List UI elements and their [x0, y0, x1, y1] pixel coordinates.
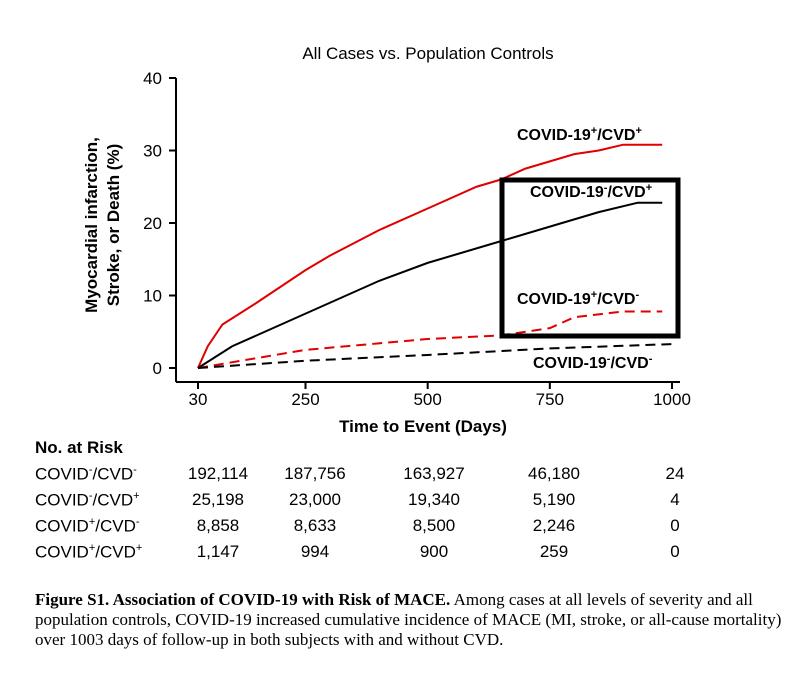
series-label: COVID-19+/CVD+ — [517, 125, 642, 144]
x-tick-label: 30 — [189, 390, 208, 409]
y-tick-label: 0 — [153, 359, 162, 378]
series-line-3 — [197, 343, 673, 369]
risk-value: 994 — [300, 542, 330, 561]
highlight-box — [499, 177, 681, 339]
risk-value: 163,927 — [403, 464, 465, 483]
y-tick-label: 20 — [143, 214, 162, 233]
risk-row-label: COVID+/CVD+ — [35, 542, 143, 562]
y-tick-label: 10 — [143, 287, 162, 306]
x-tick-label: 500 — [413, 390, 441, 409]
risk-value: 192,114 — [187, 464, 249, 483]
risk-value: 23,000 — [289, 490, 341, 509]
y-axis-label: Myocardial infarction, — [82, 137, 101, 313]
risk-value: 5,190 — [532, 490, 576, 509]
y-tick-label: 40 — [143, 69, 162, 88]
risk-row-label: COVID+/CVD- — [35, 516, 140, 536]
x-axis-label: Time to Event (Days) — [339, 417, 507, 436]
risk-value: 8,858 — [196, 516, 240, 535]
series-label: COVID-19+/CVD- — [517, 289, 639, 308]
y-axis-label: Stroke, or Death (%) — [104, 144, 123, 306]
series-label: COVID-19-/CVD- — [533, 353, 653, 372]
risk-value: 8,633 — [293, 516, 337, 535]
risk-row-label: COVID-/CVD- — [35, 464, 137, 484]
risk-value: 25,198 — [192, 490, 244, 509]
risk-value: 24 — [665, 464, 685, 483]
risk-value: 0 — [670, 542, 680, 561]
x-tick-label: 750 — [536, 390, 564, 409]
risk-heading: No. at Risk — [35, 438, 123, 457]
risk-value: 900 — [419, 542, 449, 561]
x-tick-label: 250 — [291, 390, 319, 409]
risk-value: 2,246 — [532, 516, 576, 535]
risk-value: 8,500 — [412, 516, 456, 535]
risk-value: 19,340 — [408, 490, 460, 509]
caption-title: Figure S1. Association of COVID-19 with … — [35, 590, 451, 609]
risk-value: 259 — [539, 542, 569, 561]
x-tick-label: 1000 — [653, 390, 691, 409]
risk-row-label: COVID-/CVD+ — [35, 490, 140, 510]
caption-text: Among cases at all levels of severity an… — [35, 590, 782, 649]
chart-title: All Cases vs. Population Controls — [302, 44, 553, 63]
risk-value: 4 — [670, 490, 680, 509]
y-tick-label: 30 — [143, 142, 162, 161]
series-line-2 — [197, 310, 663, 369]
series-line-1 — [197, 201, 663, 369]
risk-value: 0 — [670, 516, 680, 535]
risk-value: 46,180 — [528, 464, 580, 483]
risk-value: 187,756 — [284, 464, 346, 483]
km-chart: All Cases vs. Population Controls 0 10 20 30… — [82, 44, 691, 436]
risk-value: 1,147 — [196, 542, 240, 561]
figure-caption: Figure S1. Association of COVID-19 with … — [35, 590, 795, 650]
series-label: COVID-19-/CVD+ — [530, 182, 652, 201]
series-line-0 — [197, 143, 663, 369]
